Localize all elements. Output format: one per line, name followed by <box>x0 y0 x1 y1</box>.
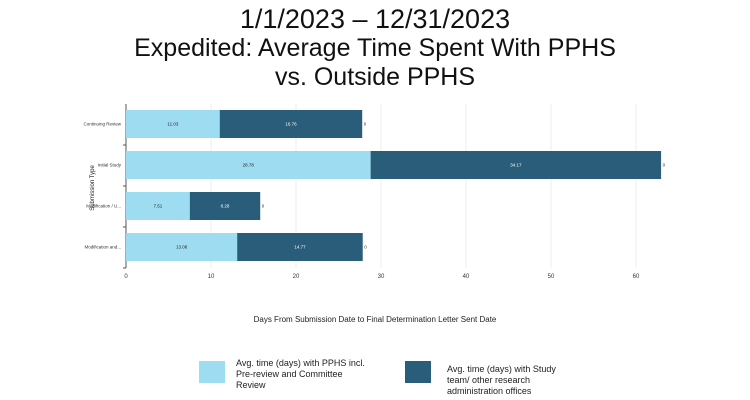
x-tick-label: 60 <box>633 274 640 280</box>
bar-value-label: 34.17 <box>510 163 522 168</box>
x-tick-label: 50 <box>548 274 555 280</box>
bar-value-label: 14.77 <box>294 245 306 250</box>
legend-label-pphs: Avg. time (days) with PPHS incl. Pre-rev… <box>236 358 365 390</box>
bar-end-label: 0 <box>262 204 265 209</box>
bar-segment <box>126 110 220 138</box>
bar-value-label: 11.03 <box>167 122 178 127</box>
chart-title-line-1: 1/1/2023 – 12/31/2023 <box>239 4 511 34</box>
x-tick-label: 0 <box>124 274 128 280</box>
bar-segment <box>126 151 371 179</box>
bar-end-label: 0 <box>364 122 367 127</box>
x-tick-label: 10 <box>208 274 215 280</box>
y-category-label: Modification / U... <box>86 204 121 209</box>
bar-segment <box>189 192 261 220</box>
bar-value-label: 16.76 <box>285 122 297 127</box>
bar-segment <box>126 192 190 220</box>
bar-value-label: 8.28 <box>221 204 230 209</box>
x-axis-label: Days From Submission Date to Final Deter… <box>253 315 497 324</box>
legend-label-study-team: Avg. time (days) with Study team/ other … <box>447 364 556 396</box>
bar-segment <box>237 233 363 261</box>
y-category-label: Initial Study <box>98 163 122 168</box>
bar-end-label: 0 <box>663 163 666 168</box>
chart-title-line-2: Expedited: Average Time Spent With PPHS <box>134 34 616 62</box>
x-tick-label: 20 <box>293 274 300 280</box>
bar-value-label: 7.51 <box>154 204 163 209</box>
y-category-label: Modification and... <box>84 245 121 250</box>
legend-swatch-study-team <box>405 361 431 383</box>
y-axis-label: Submission Type <box>90 165 96 211</box>
bar-segment <box>370 151 662 179</box>
bar-end-label: 0 <box>364 245 367 250</box>
legend-swatch-pphs <box>199 361 225 383</box>
bar-segment <box>126 233 238 261</box>
bar-segment <box>219 110 363 138</box>
x-tick-label: 30 <box>378 274 385 280</box>
bar-value-label: 13.08 <box>176 245 188 250</box>
y-category-label: Continuing Review <box>83 122 121 127</box>
bar-value-label: 28.78 <box>243 163 255 168</box>
x-tick-label: 40 <box>463 274 470 280</box>
chart-title-line-3: vs. Outside PPHS <box>274 63 476 91</box>
